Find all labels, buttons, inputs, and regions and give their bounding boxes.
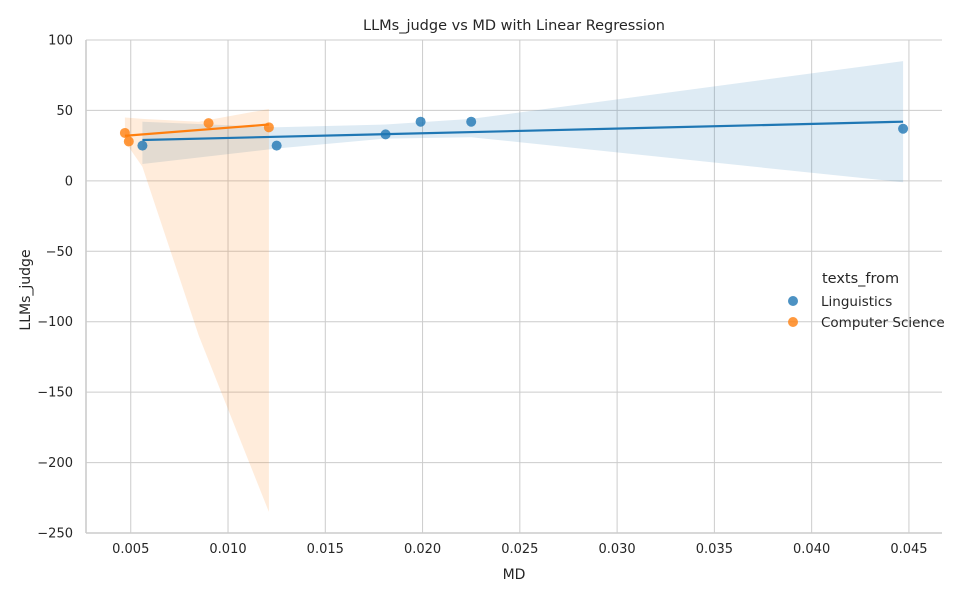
legend-label-linguistics: Linguistics [821,294,892,310]
x-axis-label: MD [503,567,526,583]
x-tick-label: 0.015 [307,542,344,557]
data-point-linguistics [466,116,477,127]
grid [86,39,942,534]
legend-marker-computer-science [788,317,798,327]
y-tick-label: 50 [56,104,73,119]
data-point-computer-science [263,122,274,133]
data-point-linguistics [380,129,391,140]
data-points [119,116,909,151]
y-axis-label: LLMs_judge [18,249,34,330]
data-point-linguistics [415,116,426,127]
legend-title: texts_from [822,271,899,287]
ci-band-computer-science [124,109,269,512]
legend-label-computer-science: Computer Science [821,315,945,331]
x-tick-label: 0.045 [890,542,927,557]
y-tick-label: −200 [37,456,73,471]
data-point-computer-science [119,127,130,138]
x-tick-label: 0.005 [112,542,149,557]
x-tick-label: 0.035 [696,542,733,557]
regression-lines [124,120,904,142]
chart-title: LLMs_judge vs MD with Linear Regression [363,18,665,34]
confidence-bands [124,61,904,512]
y-tick-label: −250 [37,527,73,542]
y-tick-labels: −250 −200 −150 −100 −50 0 50 100 [37,34,73,542]
x-tick-label: 0.040 [793,542,830,557]
y-tick-label: 100 [48,34,73,49]
y-tick-label: 0 [65,174,73,189]
x-tick-label: 0.025 [501,542,538,557]
ci-band-linguistics [142,61,904,183]
x-tick-label: 0.020 [404,542,441,557]
regression-line-linguistics [142,120,904,142]
data-point-linguistics [898,123,909,134]
data-point-linguistics [271,140,282,151]
data-point-computer-science [203,118,214,129]
data-point-computer-science [123,136,134,147]
y-tick-label: −50 [46,245,73,260]
legend: texts_from Linguistics Computer Science [788,271,945,331]
axes [85,40,942,534]
y-tick-label: −100 [37,315,73,330]
data-point-linguistics [137,140,148,151]
regression-line-computer-science [124,123,269,137]
x-tick-labels: 0.005 0.010 0.015 0.020 0.025 0.030 0.035 0.040… [112,542,927,557]
x-tick-label: 0.010 [209,542,246,557]
legend-marker-linguistics [788,296,798,306]
x-tick-label: 0.030 [598,542,635,557]
y-tick-label: −150 [37,386,73,401]
